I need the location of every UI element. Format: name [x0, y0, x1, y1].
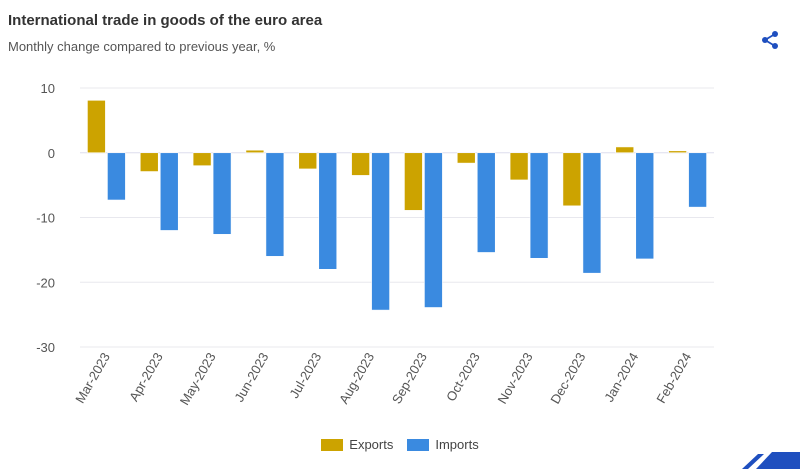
legend-label-imports: Imports	[435, 437, 479, 452]
x-tick-label: Dec-2023	[547, 350, 588, 406]
bar-imports-Nov-2023[interactable]	[529, 152, 549, 259]
x-tick-label: Nov-2023	[495, 350, 536, 406]
bar-exports-Sep-2023[interactable]	[404, 152, 423, 211]
bar-exports-Apr-2023[interactable]	[139, 152, 159, 172]
x-tick-label: Apr-2023	[126, 350, 166, 404]
bar-exports-Mar-2023[interactable]	[87, 100, 106, 154]
bar-imports-Dec-2023[interactable]	[582, 152, 602, 274]
bar-imports-Sep-2023[interactable]	[424, 152, 443, 308]
legend-swatch-exports	[321, 438, 344, 451]
legend: Exports Imports	[0, 437, 800, 452]
x-tick-label: Aug-2023	[336, 350, 377, 406]
corner-decoration	[742, 452, 800, 469]
bar-imports-May-2023[interactable]	[212, 152, 232, 235]
x-tick-label: Jul-2023	[286, 350, 324, 401]
legend-swatch-imports	[407, 438, 430, 451]
y-tick-label: -20	[36, 275, 55, 290]
bar-exports-Jan-2024[interactable]	[615, 146, 635, 154]
share-icon[interactable]	[760, 30, 780, 55]
legend-item-exports[interactable]: Exports	[321, 437, 393, 452]
bar-exports-Dec-2023[interactable]	[562, 152, 582, 207]
x-tick-label: Jun-2023	[231, 350, 271, 404]
x-tick-label: Feb-2024	[653, 350, 694, 406]
bar-exports-Oct-2023[interactable]	[456, 152, 476, 164]
chart-subtitle: Monthly change compared to previous year…	[8, 39, 276, 54]
bar-exports-Jun-2023[interactable]	[245, 149, 265, 154]
bar-imports-Apr-2023[interactable]	[159, 152, 179, 231]
legend-item-imports[interactable]: Imports	[407, 437, 479, 452]
bar-imports-Mar-2023[interactable]	[107, 152, 126, 201]
bar-imports-Aug-2023[interactable]	[371, 152, 390, 311]
x-tick-label: May-2023	[177, 350, 219, 408]
x-tick-label: Sep-2023	[389, 350, 430, 406]
bar-imports-Feb-2024[interactable]	[688, 152, 707, 208]
chart-title: International trade in goods of the euro…	[8, 12, 323, 29]
bar-exports-Aug-2023[interactable]	[351, 152, 370, 176]
y-tick-label: 0	[48, 146, 55, 161]
bar-imports-Oct-2023[interactable]	[476, 152, 496, 253]
x-tick-label: Mar-2023	[72, 350, 113, 406]
y-tick-label: 10	[41, 81, 55, 96]
x-tick-label: Jan-2024	[601, 350, 641, 404]
bar-exports-Feb-2024[interactable]	[668, 150, 687, 154]
bar-imports-Jul-2023[interactable]	[318, 152, 338, 270]
bar-exports-Jul-2023[interactable]	[298, 152, 318, 170]
y-tick-label: -30	[36, 340, 55, 355]
x-tick-label: Oct-2023	[443, 350, 483, 404]
bar-imports-Jan-2024[interactable]	[635, 152, 655, 260]
bar-exports-May-2023[interactable]	[192, 152, 212, 166]
legend-label-exports: Exports	[349, 437, 394, 452]
bar-exports-Nov-2023[interactable]	[509, 152, 529, 181]
bar-imports-Jun-2023[interactable]	[265, 152, 285, 257]
y-tick-label: -10	[36, 211, 55, 226]
